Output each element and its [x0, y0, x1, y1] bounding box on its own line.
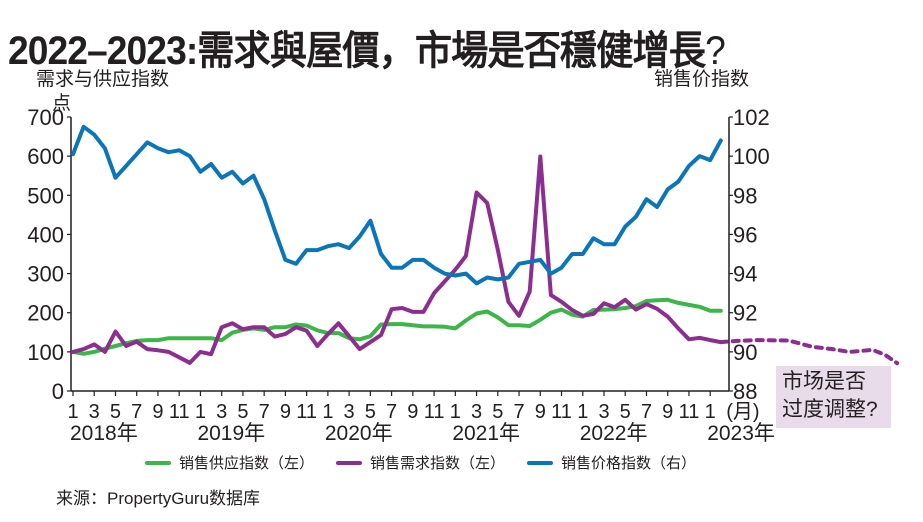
year-label: 2023年: [707, 422, 775, 445]
right-y-tick-label: 94: [733, 262, 757, 287]
right-axis-title: 销售价指数: [654, 68, 750, 90]
x-tick-label: 1: [322, 401, 333, 423]
x-tick-label: 11: [424, 401, 445, 423]
year-label: 2020年: [325, 422, 393, 445]
right-y-tick-label: 102: [733, 105, 770, 130]
left-axis-unit: 点: [52, 92, 72, 114]
left-axis-title: 需求与供应指数: [36, 68, 170, 90]
x-tick-label: 1: [450, 401, 461, 423]
year-label: 2018年: [70, 422, 138, 445]
left-y-tick-label: 200: [27, 301, 64, 326]
right-y-tick-label: 98: [733, 183, 757, 208]
x-tick-label: 3: [89, 401, 100, 423]
x-tick-label: 7: [513, 401, 524, 423]
left-y-tick-label: 600: [27, 144, 64, 169]
x-tick-label: 3: [344, 401, 355, 423]
x-tick-label: 7: [131, 401, 142, 423]
x-tick-label: 1: [705, 401, 716, 423]
x-tick-label: 9: [662, 401, 673, 423]
right-y-tick-label: 96: [733, 222, 757, 247]
year-label: 2021年: [452, 422, 520, 445]
x-tick-label: 5: [110, 401, 121, 423]
left-y-tick-label: 300: [27, 262, 64, 287]
x-tick-label: 3: [598, 401, 609, 423]
legend-swatch-demand: [336, 460, 363, 465]
x-tick-label: 11: [551, 401, 572, 423]
legend-swatch-price: [527, 460, 554, 465]
projection-line-demand: [718, 338, 900, 366]
left-y-tick-label: 100: [27, 340, 64, 365]
x-tick-label: 7: [386, 401, 397, 423]
annotation-box: 市场是否 过度调整?: [776, 366, 891, 428]
x-tick-label: 3: [471, 401, 482, 423]
title-text: 2022–2023:需求與屋價，市場是否穩健增長: [8, 29, 706, 73]
legend: 销售供应指数（左） 销售需求指数（左） 销售价格指数（右）: [145, 452, 696, 473]
legend-label-demand: 销售需求指数（左）: [370, 455, 506, 472]
left-y-tick-label: 700: [27, 105, 64, 130]
year-label: 2019年: [197, 422, 265, 445]
legend-item-demand: 销售需求指数（左）: [336, 452, 505, 473]
series-line-price: [71, 124, 723, 286]
left-y-tick-label: 400: [27, 222, 64, 247]
legend-label-supply: 销售供应指数（左）: [179, 455, 315, 472]
legend-label-price: 销售价格指数（右）: [561, 455, 697, 472]
x-tick-label: 3: [216, 401, 227, 423]
x-tick-label: 1: [577, 401, 588, 423]
x-tick-label: 9: [152, 401, 163, 423]
x-tick-label: 5: [620, 401, 631, 423]
left-y-tick-label: 0: [52, 379, 64, 404]
left-y-tick-label: 500: [27, 183, 64, 208]
right-y-tick-label: 90: [733, 340, 757, 365]
legend-swatch-supply: [145, 460, 171, 465]
right-y-tick-label: 100: [733, 144, 770, 169]
x-tick-label: 5: [237, 401, 248, 423]
chart-title: 2022–2023:需求與屋價，市場是否穩健增長?: [8, 18, 726, 76]
right-y-tick-label: 88: [733, 379, 757, 404]
x-tick-label: 5: [365, 401, 376, 423]
series-line-demand: [71, 154, 723, 365]
series-line-supply: [71, 297, 723, 356]
legend-item-supply: 销售供应指数（左）: [145, 452, 314, 473]
x-tick-label: 1: [67, 401, 78, 423]
x-tick-label: 11: [679, 401, 700, 423]
x-unit-label: (月): [726, 401, 759, 423]
legend-item-price: 销售价格指数（右）: [527, 452, 696, 473]
source-note: 来源：PropertyGuru数据库: [56, 489, 261, 508]
x-tick-label: 7: [641, 401, 652, 423]
x-tick-label: 1: [195, 401, 206, 423]
x-tick-label: 5: [492, 401, 503, 423]
x-tick-label: 9: [407, 401, 418, 423]
x-tick-label: 9: [280, 401, 291, 423]
x-tick-label: 7: [259, 401, 270, 423]
year-label: 2022年: [580, 422, 648, 445]
x-tick-label: 11: [169, 401, 190, 423]
right-y-tick-label: 92: [733, 301, 757, 326]
x-tick-label: 9: [535, 401, 546, 423]
title-question-mark: ?: [705, 29, 726, 73]
x-tick-label: 11: [296, 401, 317, 423]
